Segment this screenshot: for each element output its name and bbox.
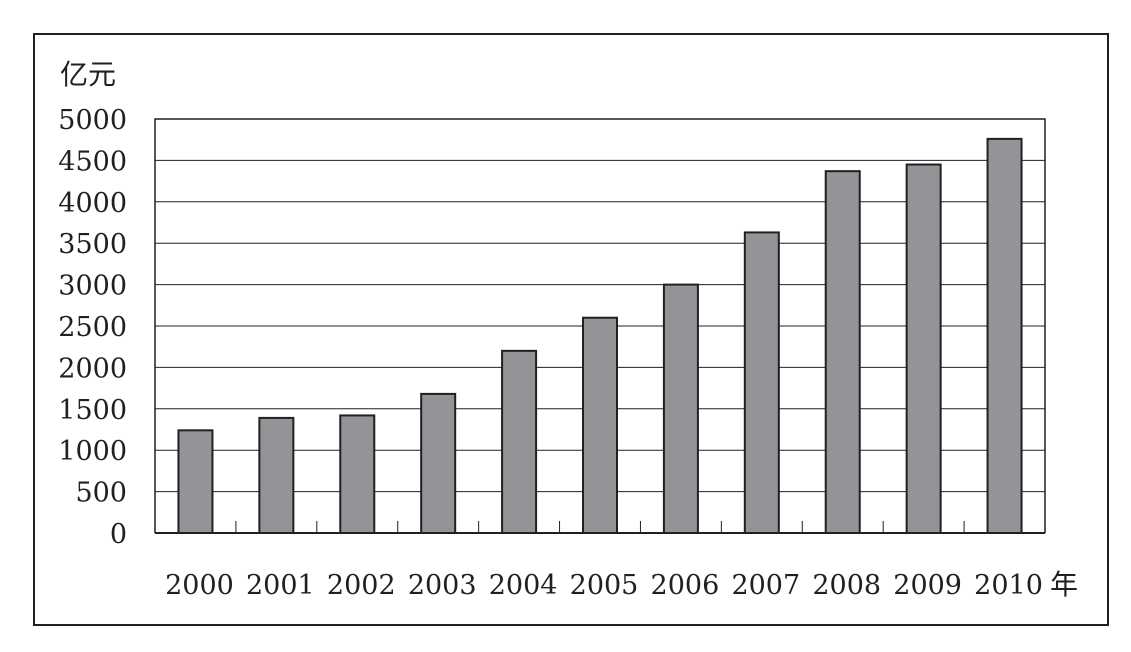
- bar-2001: [258, 416, 295, 534]
- x-tick-label: 2003: [408, 570, 477, 601]
- plot-border: [154, 118, 1046, 533]
- x-tick-label: 2009: [893, 570, 962, 601]
- x-tick-label: 2001: [246, 570, 315, 601]
- y-tick-label: 0: [110, 519, 127, 550]
- x-tick-label: 2010: [974, 570, 1043, 601]
- y-tick-label: 4500: [58, 146, 127, 177]
- bar-2005: [582, 316, 618, 534]
- x-axis-unit-label: 年: [1050, 568, 1078, 601]
- y-tick-label: 4000: [58, 188, 127, 219]
- x-tick-label: 2008: [812, 570, 881, 601]
- x-tick-label: 2006: [651, 570, 720, 601]
- bar-2004: [501, 349, 538, 534]
- x-tick-label: 2000: [165, 570, 234, 601]
- y-tick-label: 3500: [58, 229, 127, 260]
- x-tick-label: 2002: [327, 570, 396, 601]
- bar-2007: [743, 231, 780, 534]
- bar-2006: [662, 283, 699, 534]
- bar-2010: [986, 137, 1023, 534]
- y-axis-unit-label: 亿元: [60, 58, 116, 91]
- bar-2008: [824, 170, 861, 534]
- x-tick-label: 2004: [489, 570, 558, 601]
- bar-2002: [339, 414, 376, 535]
- y-tick-label: 500: [75, 478, 127, 509]
- chart-frame: [33, 33, 1109, 626]
- x-tick-label: 2007: [731, 570, 800, 601]
- y-tick-label: 3000: [58, 271, 127, 302]
- bar-2009: [905, 163, 942, 534]
- y-tick-label: 5000: [58, 105, 127, 136]
- bar-2003: [420, 392, 457, 534]
- x-tick-label: 2005: [570, 570, 639, 601]
- y-tick-label: 1000: [58, 436, 127, 467]
- bar-2000: [177, 429, 214, 534]
- y-tick-label: 1500: [58, 395, 127, 426]
- y-tick-label: 2000: [58, 353, 127, 384]
- y-tick-label: 2500: [58, 312, 127, 343]
